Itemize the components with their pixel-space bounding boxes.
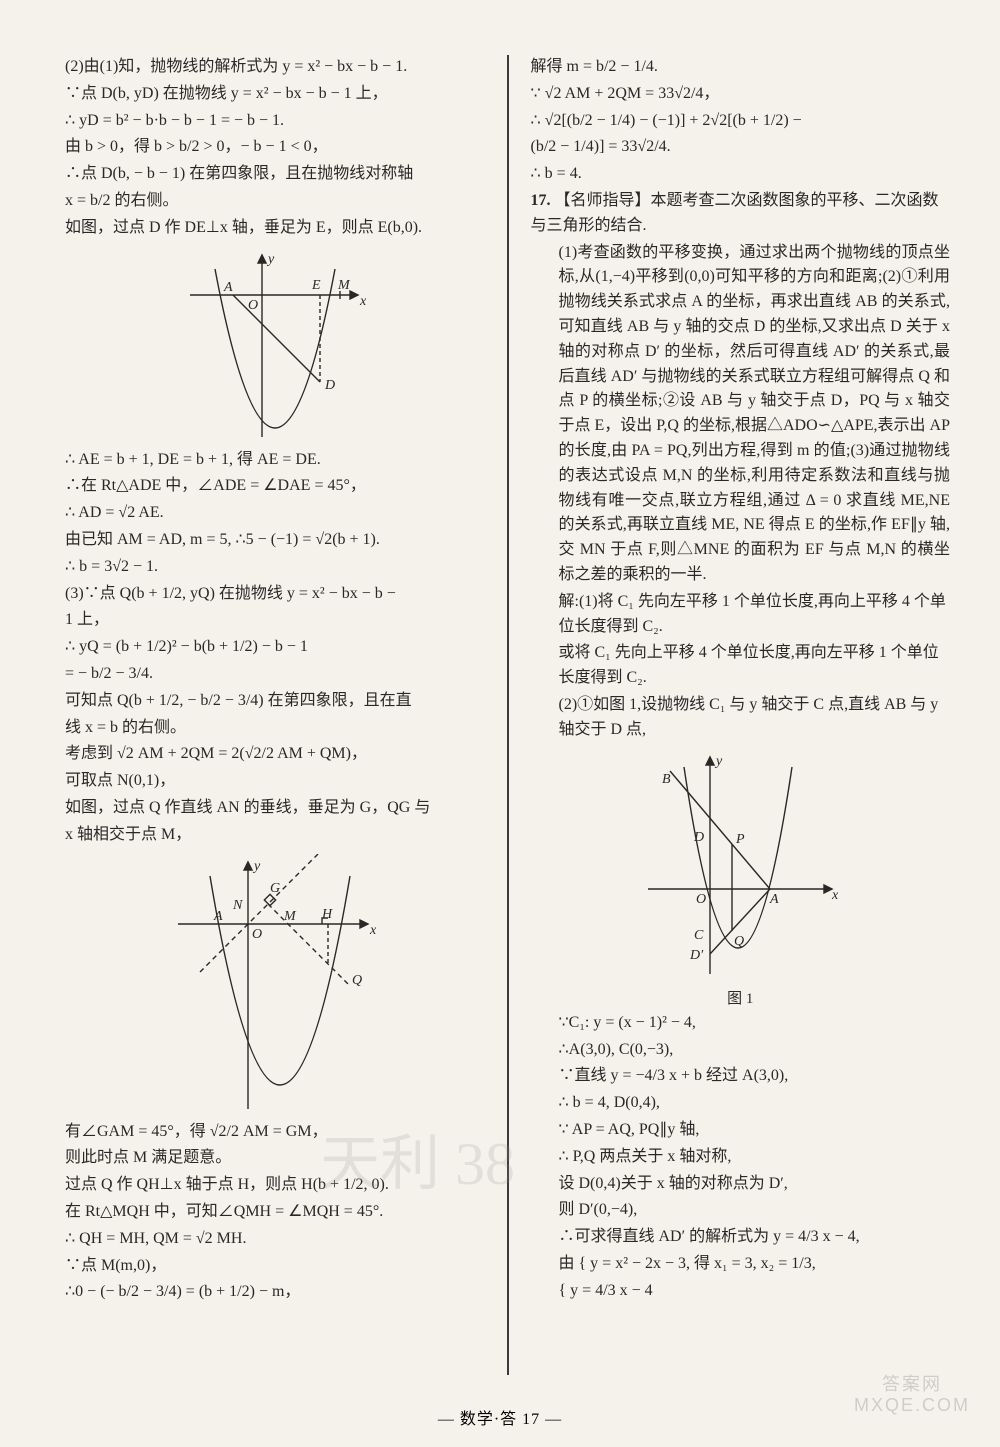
para: 由已知 AM = AD, m = 5, ∴5 − (−1) = √2(b + 1… — [65, 528, 485, 553]
item-text: 【名师指导】本题考查二次函数图象的平移、二次函数与三角形的结合. — [531, 192, 939, 234]
para: ∵点 D(b, yD) 在抛物线 y = x² − bx − b − 1 上， — [65, 82, 485, 107]
page: (2)由(1)知，抛物线的解析式为 y = x² − bx − b − 1. ∵… — [0, 0, 1000, 1447]
para: ∴ √2[(b/2 − 1/4) − (−1)] + 2√2[(b + 1/2)… — [531, 109, 951, 134]
para: = − b/2 − 3/4. — [65, 662, 485, 687]
point-A: A — [223, 280, 233, 295]
figure-caption: 图 1 — [531, 988, 951, 1011]
point-N: N — [232, 898, 243, 913]
para: (2)由(1)知，抛物线的解析式为 y = x² − bx − b − 1. — [65, 55, 485, 80]
para: x 轴相交于点 M， — [65, 823, 485, 848]
para: 考虑到 √2 AM + 2QM = 2(√2/2 AM + QM)， — [65, 742, 485, 767]
para: 则此时点 M 满足题意。 — [65, 1146, 485, 1171]
point-D: D — [324, 378, 335, 393]
para: ∴ AD = √2 AE. — [65, 501, 485, 526]
axis-label-x: x — [369, 923, 377, 938]
para: 设 D(0,4)关于 x 轴的对称点为 D′, — [531, 1172, 951, 1197]
origin-label: O — [252, 927, 262, 942]
para: ∴ b = 3√2 − 1. — [65, 555, 485, 580]
point-C: C — [694, 928, 704, 943]
para: 如图，过点 Q 作直线 AN 的垂线，垂足为 G，QG 与 — [65, 796, 485, 821]
para: ∴ b = 4. — [531, 162, 951, 187]
para: 由 { y = x² − 2x − 3, 得 x₁ = 3, x₂ = 1/3, — [531, 1252, 951, 1277]
para: ∴ AE = b + 1, DE = b + 1, 得 AE = DE. — [65, 448, 485, 473]
point-E: E — [311, 278, 321, 293]
left-column: (2)由(1)知，抛物线的解析式为 y = x² − bx − b − 1. ∵… — [65, 55, 485, 1375]
para: 解得 m = b/2 − 1/4. — [531, 55, 951, 80]
para: 过点 Q 作 QH⊥x 轴于点 H，则点 H(b + 1/2, 0). — [65, 1173, 485, 1198]
figure-parabola-1: y x O A E M D — [180, 247, 370, 442]
point-Dp: D′ — [689, 948, 704, 963]
para: ∴点 D(b, − b − 1) 在第四象限，且在抛物线对称轴 — [65, 162, 485, 187]
axis-label-y: y — [714, 754, 723, 769]
para: ∴A(3,0), C(0,−3), — [531, 1038, 951, 1063]
para: (2)①如图 1,设抛物线 C₁ 与 y 轴交于 C 点,直线 AB 与 y 轴… — [531, 693, 951, 743]
point-Q: Q — [352, 973, 362, 988]
para: ∴ P,Q 两点关于 x 轴对称, — [531, 1145, 951, 1170]
axis-label-x: x — [359, 294, 367, 309]
item-number: 17. — [531, 192, 551, 209]
para: ∴0 − (− b/2 − 3/4) = (b + 1/2) − m， — [65, 1280, 485, 1305]
column-divider — [507, 55, 509, 1375]
para: 1 上， — [65, 608, 485, 633]
origin-label: O — [248, 298, 258, 313]
point-M: M — [283, 909, 297, 924]
para: 线 x = b 的右侧。 — [65, 716, 485, 741]
page-footer: — 数学·答 17 — — [0, 1405, 1000, 1429]
para: { y = 4/3 x − 4 — [531, 1279, 951, 1304]
item-17: 17. 【名师指导】本题考查二次函数图象的平移、二次函数与三角形的结合. — [531, 189, 951, 239]
point-G: G — [270, 881, 280, 896]
two-column-layout: (2)由(1)知，抛物线的解析式为 y = x² − bx − b − 1. ∵… — [65, 55, 950, 1375]
para: (b/2 − 1/4)] = 33√2/4. — [531, 135, 951, 160]
origin-label: O — [696, 892, 706, 907]
para: 由 b > 0，得 b > b/2 > 0，− b − 1 < 0， — [65, 135, 485, 160]
para: ∴ b = 4, D(0,4), — [531, 1091, 951, 1116]
para: ∵直线 y = −4/3 x + b 经过 A(3,0), — [531, 1064, 951, 1089]
figure-parabola-2: y x O A N G M H Q — [170, 854, 380, 1114]
para: 可取点 N(0,1)， — [65, 769, 485, 794]
axis-label-x: x — [831, 888, 839, 903]
point-P: P — [735, 832, 745, 847]
para: ∴ QH = MH, QM = √2 MH. — [65, 1227, 485, 1252]
para: 则 D′(0,−4), — [531, 1198, 951, 1223]
para: 如图，过点 D 作 DE⊥x 轴，垂足为 E，则点 E(b,0). — [65, 216, 485, 241]
point-A: A — [213, 909, 223, 924]
para: ∴ yQ = (b + 1/2)² − b(b + 1/2) − b − 1 — [65, 635, 485, 660]
point-H: H — [321, 907, 333, 922]
para: ∵ √2 AM + 2QM = 33√2/4， — [531, 82, 951, 107]
para: ∴在 Rt△ADE 中，∠ADE = ∠DAE = 45°， — [65, 474, 485, 499]
para: x = b/2 的右侧。 — [65, 189, 485, 214]
axis-label-y: y — [266, 252, 275, 267]
para: ∴ yD = b² − b·b − b − 1 = − b − 1. — [65, 109, 485, 134]
para: ∴可求得直线 AD′ 的解析式为 y = 4/3 x − 4, — [531, 1225, 951, 1250]
axis-label-y: y — [252, 859, 261, 874]
point-D: D — [693, 830, 704, 845]
para: ∵ AP = AQ, PQ∥y 轴, — [531, 1118, 951, 1143]
point-B: B — [662, 772, 671, 787]
para: ∵点 M(m,0)， — [65, 1254, 485, 1279]
para: 有∠GAM = 45°，得 √2/2 AM = GM， — [65, 1120, 485, 1145]
para: (1)考查函数的平移变换，通过求出两个抛物线的顶点坐标,从(1,−4)平移到(0… — [531, 241, 951, 588]
point-Q: Q — [734, 934, 744, 949]
para: 解:(1)将 C₁ 先向左平移 1 个单位长度,再向上平移 4 个单位长度得到 … — [531, 590, 951, 640]
para: 在 Rt△MQH 中，可知∠QMH = ∠MQH = 45°. — [65, 1200, 485, 1225]
point-M: M — [337, 278, 351, 293]
para: (3)∵点 Q(b + 1/2, yQ) 在抛物线 y = x² − bx − … — [65, 582, 485, 607]
right-column: 解得 m = b/2 − 1/4. ∵ √2 AM + 2QM = 33√2/4… — [531, 55, 951, 1375]
para: ∵C₁: y = (x − 1)² − 4, — [531, 1011, 951, 1036]
figure-parabola-3: y x O A B C D P Q D′ — [640, 749, 840, 984]
para: 或将 C₁ 先向上平移 4 个单位长度,再向左平移 1 个单位长度得到 C₂. — [531, 641, 951, 691]
point-A: A — [769, 892, 779, 907]
para: 可知点 Q(b + 1/2, − b/2 − 3/4) 在第四象限，且在直 — [65, 689, 485, 714]
